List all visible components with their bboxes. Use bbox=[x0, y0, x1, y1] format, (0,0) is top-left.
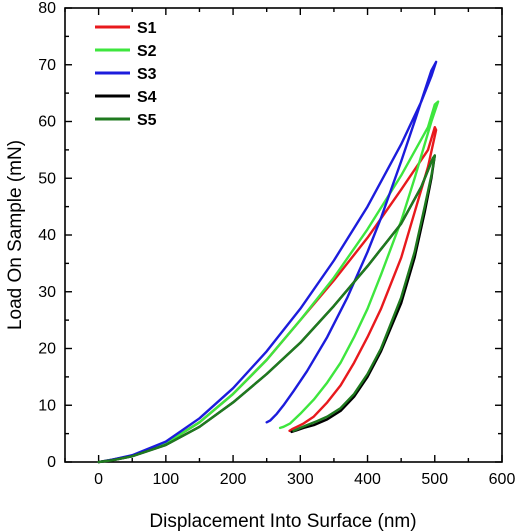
series-line-s1 bbox=[97, 125, 438, 464]
y-tick-label: 80 bbox=[38, 0, 56, 17]
series-line-s2 bbox=[97, 100, 440, 464]
y-tick-label: 30 bbox=[38, 284, 56, 301]
legend-label-s4: S4 bbox=[137, 89, 157, 106]
legend-label-s3: S3 bbox=[137, 66, 157, 83]
y-tick-label: 0 bbox=[47, 454, 56, 471]
y-tick-label: 50 bbox=[38, 170, 56, 187]
series-line-s5 bbox=[97, 154, 436, 464]
legend-label-s1: S1 bbox=[137, 20, 157, 37]
x-tick-label: 400 bbox=[354, 471, 381, 488]
x-tick-label: 600 bbox=[489, 471, 516, 488]
y-axis: 0 10 20 30 40 50 60 70 80 bbox=[38, 0, 502, 471]
x-tick-label: 300 bbox=[287, 471, 314, 488]
legend-label-s2: S2 bbox=[137, 43, 157, 60]
series-layer bbox=[97, 60, 440, 464]
plot-area bbox=[64, 7, 503, 463]
y-tick-label: 10 bbox=[38, 397, 56, 414]
y-tick-label: 60 bbox=[38, 114, 56, 131]
y-tick-label: 40 bbox=[38, 227, 56, 244]
x-tick-label: 0 bbox=[94, 471, 103, 488]
x-axis-title: Displacement Into Surface (nm) bbox=[149, 511, 416, 532]
y-tick-label: 20 bbox=[38, 341, 56, 358]
legend: S1 S2 S3 S4 S5 bbox=[95, 20, 157, 129]
plot-frame bbox=[64, 7, 503, 463]
x-axis: 0 100 200 300 400 500 600 bbox=[64, 8, 516, 488]
x-tick-label: 500 bbox=[421, 471, 448, 488]
x-tick-label: 200 bbox=[220, 471, 247, 488]
legend-label-s5: S5 bbox=[137, 112, 157, 129]
y-tick-label: 70 bbox=[38, 57, 56, 74]
y-axis-title: Load On Sample (mN) bbox=[5, 140, 26, 330]
x-tick-label: 100 bbox=[152, 471, 179, 488]
series-line-s3 bbox=[97, 60, 438, 464]
